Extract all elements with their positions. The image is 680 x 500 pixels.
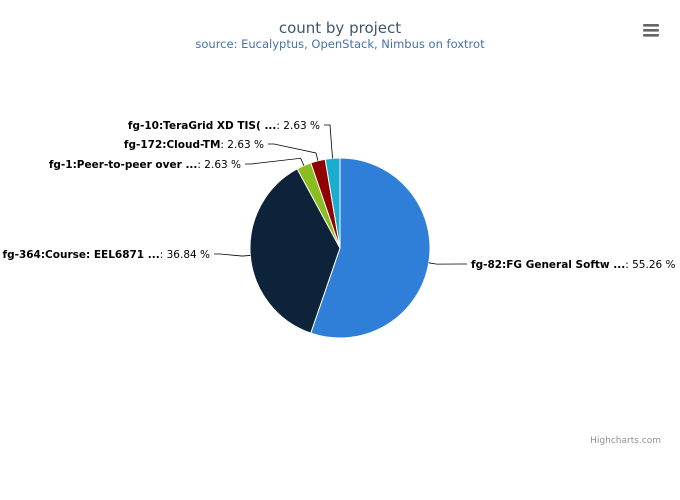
data-label-value: : 55.26 % bbox=[625, 259, 675, 271]
data-label-name: fg-364:Course: EEL6871 ... bbox=[3, 249, 160, 261]
data-labels: fg-82:FG General Softw ...: 55.26 % fg-36… bbox=[3, 120, 676, 271]
pie-slices bbox=[249, 157, 431, 339]
label-connector bbox=[214, 253, 251, 257]
label-connectors bbox=[214, 124, 467, 265]
data-label-value: : 2.63 % bbox=[220, 139, 264, 151]
label-connector bbox=[324, 124, 333, 159]
label-connector bbox=[428, 262, 467, 265]
credits-link[interactable]: Highcharts.com bbox=[590, 436, 661, 446]
data-label: fg-10:TeraGrid XD TIS( ...: 2.63 % bbox=[128, 120, 320, 132]
pie-slice[interactable] bbox=[249, 168, 341, 334]
data-label-name: fg-10:TeraGrid XD TIS( ... bbox=[128, 120, 277, 132]
data-label-name: fg-82:FG General Softw ... bbox=[471, 259, 625, 271]
data-label-name: fg-172:Cloud-TM bbox=[124, 139, 221, 151]
label-connector bbox=[245, 157, 305, 166]
data-label: fg-1:Peer-to-peer over ...: 2.63 % bbox=[49, 159, 241, 171]
data-label: fg-364:Course: EEL6871 ...: 36.84 % bbox=[3, 249, 211, 261]
menu-icon[interactable] bbox=[642, 22, 660, 38]
label-connector bbox=[268, 143, 319, 161]
data-label-value: : 36.84 % bbox=[160, 249, 210, 261]
data-label-value: : 2.63 % bbox=[276, 120, 320, 132]
data-label-value: : 2.63 % bbox=[197, 159, 241, 171]
chart-title: count by project bbox=[279, 19, 401, 37]
chart-subtitle: source: Eucalyptus, OpenStack, Nimbus on… bbox=[195, 37, 485, 51]
data-label: fg-172:Cloud-TM: 2.63 % bbox=[124, 139, 264, 151]
data-label-name: fg-1:Peer-to-peer over ... bbox=[49, 159, 198, 171]
data-label: fg-82:FG General Softw ...: 55.26 % bbox=[471, 259, 676, 271]
